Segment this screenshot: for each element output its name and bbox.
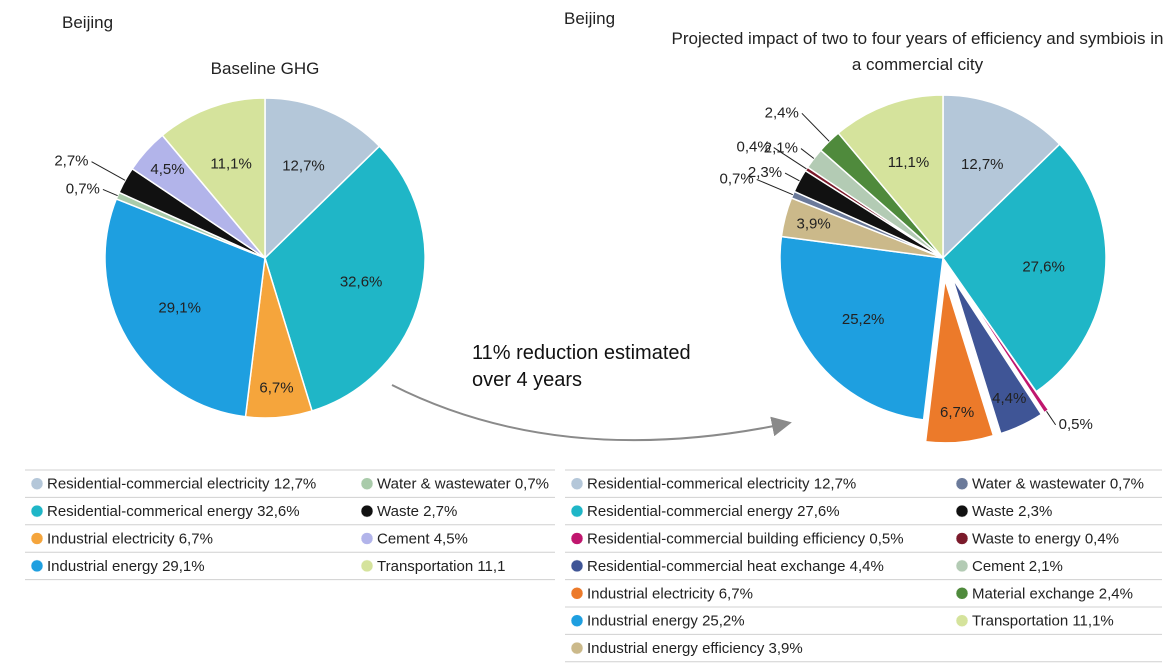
legend-marker: [955, 614, 969, 627]
value-label: 11,1%: [888, 154, 929, 171]
legend-marker: [570, 504, 584, 518]
chart-title: Baseline GHG: [210, 59, 320, 78]
legend-marker: [570, 614, 584, 627]
legend-marker: [955, 587, 969, 600]
legend-label: Industrial electricity 6,7%: [587, 585, 753, 602]
value-label: 0,7%: [720, 170, 754, 187]
annotation-line: 11% reduction estimated: [472, 342, 691, 364]
leader-line: [1046, 411, 1057, 426]
legend-marker: [570, 641, 584, 655]
legend-marker: [955, 559, 969, 573]
legend-marker: [570, 559, 584, 573]
legend-marker: [955, 477, 969, 490]
legend-label: Residential-commerical energy 32,6%: [47, 503, 300, 520]
legend-label: Residential-commerical electricity 12,7%: [587, 476, 856, 493]
legend-label: Industrial energy efficiency 3,9%: [587, 640, 803, 657]
pie-slice: [837, 94, 944, 261]
legend-label: Industrial energy 29,1%: [47, 558, 205, 575]
legend-marker: [570, 587, 584, 600]
value-label: 0,4%: [737, 139, 771, 156]
legend-label: Industrial energy 25,2%: [587, 613, 745, 630]
legend-label: Transportation 11,1: [377, 558, 505, 575]
leader-line: [91, 161, 126, 181]
legend-label: Material exchange 2,4%: [972, 585, 1133, 602]
legend-marker: [360, 532, 374, 545]
legend-marker: [360, 477, 374, 490]
annotation: 11% reduction estimated over 4 years: [472, 340, 691, 394]
arrow: [391, 384, 792, 442]
chart-title: Projected impact of two to four years of…: [671, 29, 1164, 74]
value-label: 4,4%: [992, 390, 1026, 407]
value-label: 0,5%: [1059, 416, 1093, 433]
leader-line: [784, 172, 800, 182]
legend-marker: [30, 504, 44, 518]
legend-label: Transportation 11,1%: [972, 613, 1114, 630]
legend-marker: [30, 477, 44, 490]
leader-line: [773, 147, 807, 170]
value-label: 12,7%: [961, 156, 1004, 173]
legend-label: Residential-commercial heat exchange 4,4…: [587, 558, 884, 575]
value-label: 3,9%: [797, 215, 831, 232]
legend-label: Residential-commercial electricity 12,7%: [47, 476, 316, 493]
legend-marker: [30, 532, 44, 545]
value-label: 2,7%: [54, 153, 88, 170]
legend-marker: [570, 477, 584, 490]
pie-slice: [264, 97, 381, 260]
legend-label: Cement 4,5%: [377, 530, 468, 547]
header: Beijing: [564, 9, 616, 28]
annotation-line: over 4 years: [472, 369, 583, 391]
value-label: 11,1%: [210, 156, 251, 173]
pie-slice: [942, 143, 1107, 393]
pie-slice: [161, 97, 266, 261]
legend-marker: [955, 532, 969, 545]
legend-label: Cement 2,1%: [972, 558, 1063, 575]
legend-marker: [360, 504, 374, 518]
legend-label: Waste to energy 0,4%: [972, 530, 1119, 547]
value-label: 4,5%: [150, 161, 184, 178]
pie-slice: [104, 197, 266, 418]
leader-line: [801, 112, 830, 142]
value-label: 6,7%: [940, 404, 974, 421]
legend-marker: [30, 559, 44, 573]
pie-slice: [779, 235, 944, 421]
value-label: 2,3%: [748, 164, 782, 181]
legend-marker: [570, 532, 584, 545]
pie-slice: [924, 279, 995, 444]
pie-slice: [942, 94, 1061, 260]
value-label: 27,6%: [1022, 258, 1065, 275]
legend-label: Residential-commercial building efficien…: [587, 530, 904, 547]
leader-line: [102, 188, 118, 197]
value-label: 0,7%: [66, 180, 100, 197]
value-label: 32,6%: [340, 273, 383, 290]
legend-label: Waste 2,3%: [972, 503, 1052, 520]
legend-label: Water & wastewater 0,7%: [972, 476, 1144, 493]
value-label: 25,2%: [842, 311, 885, 328]
legend-label: Waste 2,7%: [377, 503, 457, 520]
value-label: 2,4%: [765, 104, 799, 121]
legend-marker: [955, 504, 969, 518]
leader-line: [800, 148, 815, 159]
legend-label: Residential-commercial energy 27,6%: [587, 503, 840, 520]
legend-label: Water & wastewater 0,7%: [377, 476, 549, 493]
pie-slice: [951, 277, 1043, 435]
header: Beijing: [62, 13, 114, 32]
pie-slice: [264, 145, 426, 412]
pie-slice: [954, 275, 1050, 414]
value-label: 6,7%: [259, 380, 293, 397]
value-label: 12,7%: [282, 158, 325, 175]
value-label: 29,1%: [158, 300, 201, 317]
legend-label: Industrial electricity 6,7%: [47, 530, 213, 547]
value-label: 2,1%: [764, 140, 798, 157]
leader-line: [756, 179, 793, 196]
legend-marker: [360, 559, 374, 573]
